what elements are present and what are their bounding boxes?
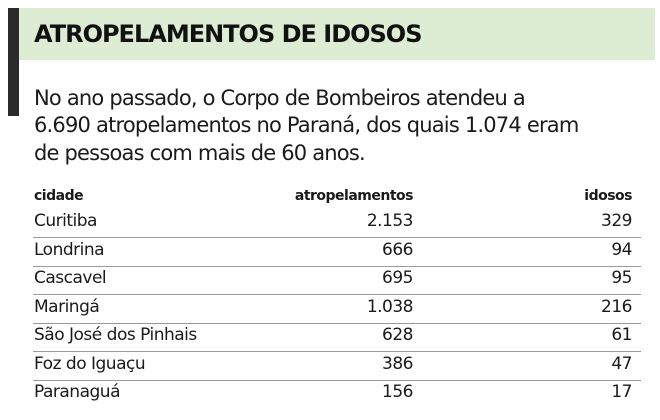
intro-line: de pessoas com mais de 60 anos. (34, 141, 366, 165)
column-header: cidade (34, 188, 84, 204)
row-separator (33, 294, 641, 295)
number-cell: 695 (382, 268, 413, 288)
number-cell: 628 (382, 325, 413, 345)
city-cell: Curitiba (34, 211, 97, 231)
number-cell: 61 (611, 325, 632, 345)
number-cell: 666 (382, 239, 413, 260)
city-cell: Paranaguá (34, 382, 121, 402)
city-cell: Foz do Iguaçu (34, 353, 146, 374)
accent-bar (8, 8, 19, 116)
number-cell: 216 (601, 296, 632, 317)
row-separator (33, 379, 641, 381)
city-cell: Londrina (34, 239, 105, 260)
column-header: atropelamentos (294, 188, 414, 204)
number-cell: 1.038 (366, 296, 414, 317)
row-separator (33, 322, 641, 324)
title-band (19, 8, 655, 60)
number-cell: 386 (382, 353, 413, 374)
row-separator (33, 237, 641, 238)
city-cell: Cascavel (34, 268, 107, 288)
city-cell: Maringá (34, 296, 100, 317)
column-header: idosos (584, 188, 632, 204)
number-cell: 156 (382, 382, 413, 402)
row-separator (33, 351, 641, 352)
number-cell: 47 (611, 353, 632, 374)
city-cell: São José dos Pinhais (34, 325, 197, 345)
number-cell: 329 (601, 211, 632, 231)
number-cell: 2.153 (366, 211, 414, 231)
intro-line: 6.690 atropelamentos no Paraná, dos quai… (34, 113, 579, 137)
number-cell: 94 (611, 239, 632, 260)
row-separator (33, 265, 641, 267)
intro-line: No ano passado, o Corpo de Bombeiros ate… (34, 86, 526, 110)
title: ATROPELAMENTOS DE IDOSOS (34, 20, 422, 48)
number-cell: 95 (611, 268, 632, 288)
number-cell: 17 (611, 382, 632, 402)
